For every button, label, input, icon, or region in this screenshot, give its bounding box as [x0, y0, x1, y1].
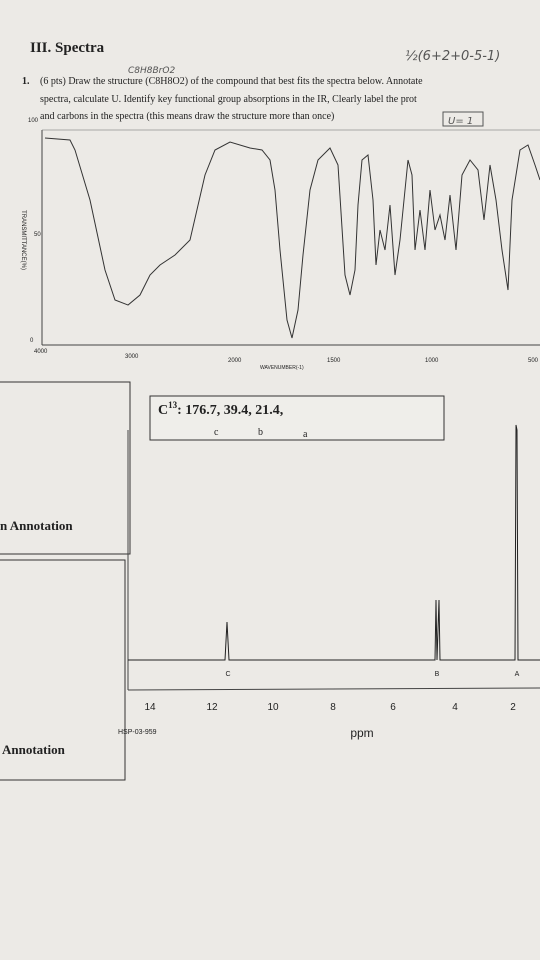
u-box — [442, 111, 484, 127]
carbon-values: : 176.7, 39.4, 21.4, — [177, 403, 283, 418]
ir-y-axis-label: TRANSMITTANCE(%) — [20, 210, 26, 270]
peak-label: B — [435, 671, 440, 678]
carbon-letter: b — [258, 427, 263, 438]
ir-spectrum: TRANSMITTANCE(%) 100 50 0 4000 3000 2000… — [20, 118, 540, 371]
handwritten-formula: C8H8BrO2 — [128, 66, 175, 76]
nmr-x-label: 8 — [330, 702, 336, 713]
carbon-symbol: C — [158, 403, 168, 418]
ir-x-label: 500 — [528, 358, 539, 364]
ir-trace — [44, 137, 540, 339]
ir-y-label: 100 — [28, 118, 39, 124]
ir-x-label: 1000 — [425, 358, 439, 364]
nmr-x-label: 12 — [206, 702, 218, 713]
nmr-x-label: 2 — [510, 702, 516, 713]
nmr-x-axis-label: ppm — [350, 726, 373, 740]
ir-y-label: 50 — [34, 232, 41, 238]
handwritten-calc: ½(6+2+0-5-1) — [405, 49, 500, 64]
nmr-x-label: 4 — [452, 702, 458, 713]
ir-y-label: 0 — [30, 338, 34, 344]
annotation-box — [0, 559, 126, 781]
carbon-letter: a — [303, 429, 308, 440]
ir-x-axis-label: WAVENUMBER(-1) — [260, 365, 304, 371]
nmr-axis — [127, 687, 540, 691]
ir-x-label: 1500 — [327, 358, 341, 364]
nmr-trace — [128, 424, 540, 661]
question-line: and carbons in the spectra (this means d… — [40, 111, 334, 122]
ir-x-label: 4000 — [34, 349, 48, 355]
ir-x-label: 3000 — [125, 354, 139, 360]
nmr-x-label: 14 — [144, 702, 156, 713]
nmr-code: HSP-03-959 — [118, 729, 157, 736]
carbon-box — [149, 395, 445, 441]
carbon-superscript: 13 — [168, 400, 178, 410]
section-title: III. Spectra — [30, 40, 105, 56]
ir-x-label: 2000 — [228, 358, 242, 364]
annotation-label: Annotation — [2, 742, 66, 757]
annotation-box — [0, 381, 131, 555]
question-line: (6 pts) Draw the structure (C8H8O2) of t… — [40, 76, 423, 87]
peak-label: C — [225, 671, 230, 678]
nmr-x-label: 10 — [267, 702, 279, 713]
nmr-spectrum: C B A 14 12 10 8 6 4 2 HSP-03-959 ppm — [118, 424, 540, 740]
carbon-letter: c — [214, 427, 219, 438]
nmr-x-label: 6 — [390, 702, 396, 713]
question-number: 1. — [22, 76, 30, 87]
peak-label: A — [515, 671, 520, 678]
handwritten-u: U= 1 — [448, 116, 473, 127]
annotation-label: n Annotation — [0, 518, 73, 533]
question-line: spectra, calculate U. Identify key funct… — [40, 94, 417, 105]
carbon-shifts: C13: 176.7, 39.4, 21.4, — [158, 400, 283, 418]
